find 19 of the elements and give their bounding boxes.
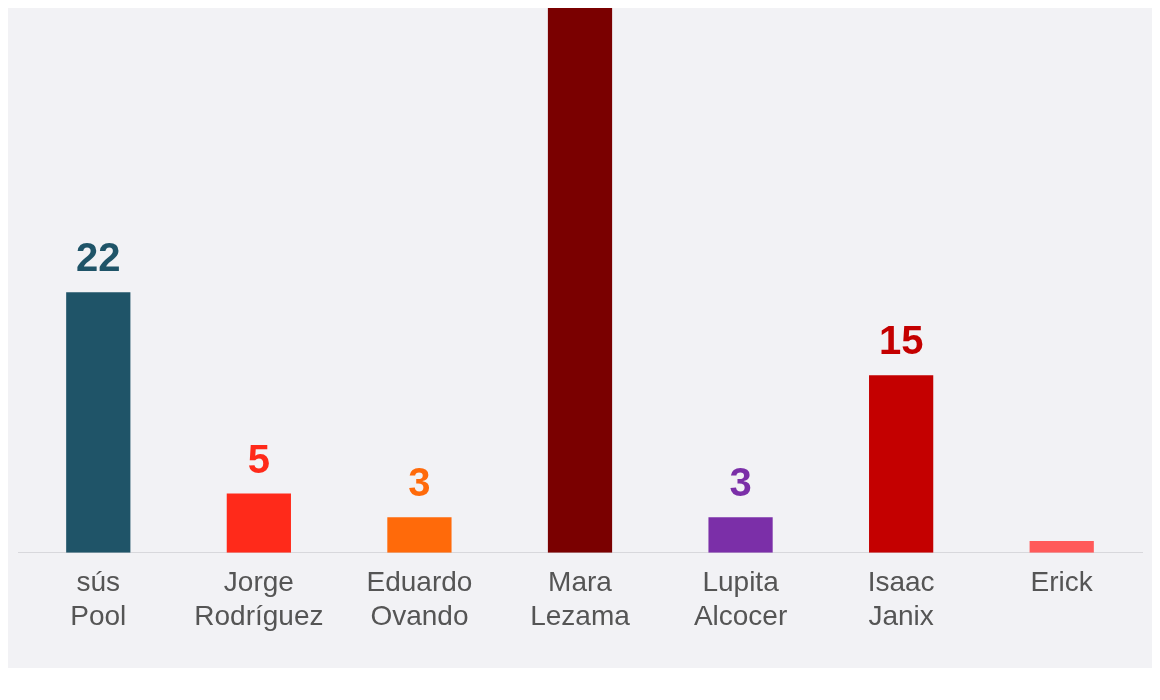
data-label: 3 xyxy=(729,460,752,505)
bar xyxy=(66,292,131,553)
x-tick-label: Eduardo Ovando xyxy=(366,566,473,631)
bar xyxy=(869,375,934,553)
bar xyxy=(547,8,613,553)
bar xyxy=(226,493,291,553)
x-tick-label: Jorge Rodríguez xyxy=(194,566,324,631)
data-label: 5 xyxy=(247,436,270,481)
data-label: 22 xyxy=(76,235,121,280)
x-tick-label: Isaac Janix xyxy=(867,566,935,631)
data-label: 3 xyxy=(408,460,431,505)
x-tick-label: Erick xyxy=(1030,566,1094,598)
x-tick-label: Mara Lezama xyxy=(530,566,631,631)
bar xyxy=(387,517,452,553)
data-label: 15 xyxy=(878,318,924,363)
x-tick-label: Lupita Alcocer xyxy=(693,566,788,631)
x-tick-label: sús Pool xyxy=(70,566,127,631)
bar xyxy=(1029,540,1094,553)
bar xyxy=(708,517,773,553)
